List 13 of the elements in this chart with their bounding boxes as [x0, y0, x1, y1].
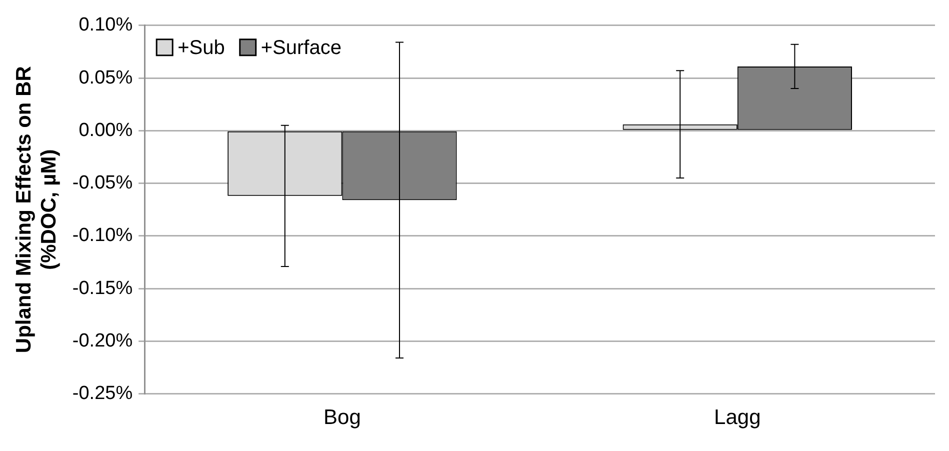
y-tick-label: -0.10%	[72, 225, 133, 246]
x-tick-label: Lagg	[714, 406, 761, 430]
legend-label: +Sub	[178, 36, 225, 59]
y-tick-label: 0.00%	[78, 120, 133, 141]
y-tick-label: -0.05%	[72, 172, 133, 194]
y-tick-label: -0.25%	[72, 383, 133, 404]
y-tick-label: -0.20%	[72, 330, 133, 352]
y-tick-label: 0.10%	[78, 14, 133, 36]
y-tick-label: 0.05%	[78, 67, 133, 88]
x-tick-label: Bog	[324, 406, 361, 430]
legend-label: +Surface	[260, 36, 342, 59]
y-tick-label: -0.15%	[72, 278, 133, 299]
y-axis-title: Upland Mixing Effects on BR (%DOC, µM)	[12, 66, 61, 354]
